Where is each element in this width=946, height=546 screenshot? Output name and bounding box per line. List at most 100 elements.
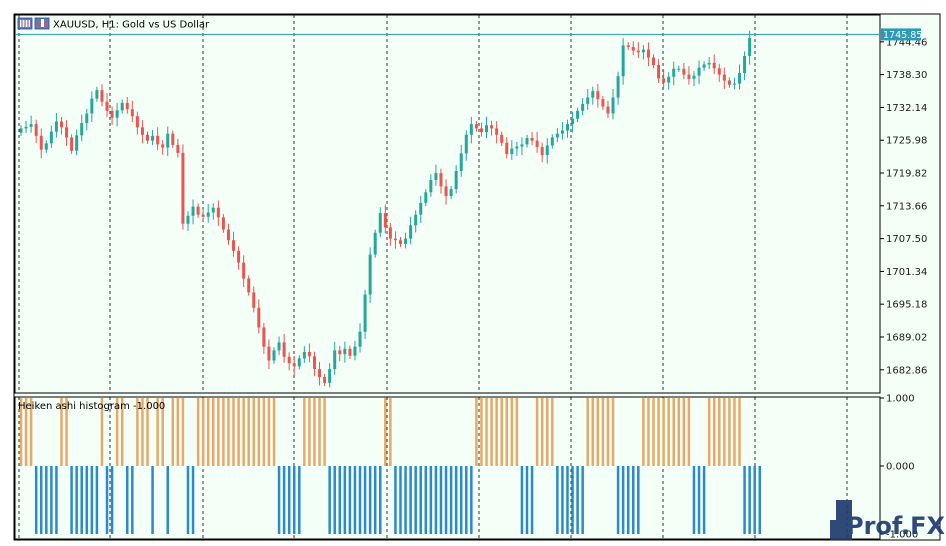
candle-body — [419, 202, 423, 215]
candle-body — [611, 97, 615, 114]
candle-body — [727, 80, 731, 85]
candle-body — [363, 294, 367, 332]
current-price-badge: 1745.85 — [881, 28, 922, 41]
price-axis-label: 1713.66 — [886, 201, 927, 212]
candle-body — [591, 91, 595, 98]
candle-body — [343, 348, 347, 355]
candle-body — [469, 124, 473, 135]
candle-body — [449, 189, 453, 197]
indicator-plot-area[interactable] — [14, 396, 881, 540]
candle-body — [181, 152, 185, 224]
candle-body — [196, 206, 200, 215]
candle-body — [667, 76, 671, 83]
price-axis-label: 1707.50 — [886, 234, 927, 245]
candles — [19, 30, 752, 388]
candle-body — [95, 90, 99, 99]
candle-body — [206, 212, 210, 217]
candle-body — [44, 143, 48, 150]
candle-body — [576, 110, 580, 119]
candle-body — [748, 37, 752, 56]
candle-body — [333, 350, 337, 370]
candle-body — [641, 49, 645, 53]
candle-body — [495, 128, 499, 135]
candle-body — [247, 278, 251, 293]
candle-body — [282, 342, 286, 357]
candle-body — [687, 74, 691, 79]
price-axis-label: 1732.14 — [886, 103, 927, 114]
candle-body — [292, 363, 296, 367]
candle-body — [221, 217, 225, 230]
price-axis-label: 1738.30 — [886, 70, 927, 81]
candle-body — [368, 254, 372, 295]
candle-body — [424, 192, 428, 203]
main-plot-area[interactable] — [14, 14, 881, 394]
candle-body — [505, 142, 509, 154]
candle-body — [59, 121, 63, 128]
candle-body — [393, 238, 397, 241]
candle-body — [146, 134, 149, 141]
indicator-axis-label: 0.000 — [886, 462, 915, 473]
candle-body — [65, 127, 69, 138]
candle-body — [312, 356, 316, 370]
candle-body — [130, 109, 134, 117]
candle-body — [479, 128, 483, 133]
candle-body — [525, 137, 529, 145]
candle-body — [581, 103, 585, 111]
candle-body — [743, 55, 747, 74]
price-axis[interactable]: 1744.46 1738.30 1732.14 1725.98 1719.82 1713.… — [880, 37, 927, 376]
candle-body — [732, 83, 736, 85]
candle-body — [429, 180, 433, 193]
candle-body — [702, 64, 706, 68]
candle-body — [439, 173, 443, 187]
candle-body — [616, 76, 620, 98]
candle-body — [550, 137, 554, 146]
candle-body — [353, 346, 357, 356]
candle-body — [90, 98, 94, 114]
candle-body — [677, 68, 681, 70]
candle-body — [682, 68, 686, 75]
candle-body — [621, 45, 625, 77]
candle-body — [596, 91, 600, 100]
candle-body — [434, 173, 438, 181]
candle-body — [672, 68, 676, 77]
candle-body — [287, 356, 291, 364]
candle-body — [490, 125, 494, 129]
candle-body — [738, 73, 742, 84]
candle-body — [399, 240, 402, 244]
candle-body — [80, 123, 84, 136]
candle-body — [707, 62, 711, 65]
candle-body — [409, 225, 413, 239]
candle-body — [186, 215, 190, 224]
candle-body — [262, 327, 266, 347]
candle-body — [662, 78, 666, 83]
candle-body — [151, 135, 155, 141]
indicator-axis[interactable]: 1.000 0.000 -1.000 — [880, 394, 918, 541]
candle-body — [540, 147, 544, 156]
chart-title: XAUUSD, H1: Gold vs US Dollar — [53, 20, 210, 31]
candle-body — [348, 348, 352, 356]
candle-body — [267, 346, 271, 361]
candle-body — [166, 133, 170, 148]
price-axis-label: 1701.34 — [886, 267, 927, 278]
candle-body — [297, 358, 301, 367]
candle-body — [464, 134, 468, 154]
candle-body — [125, 102, 129, 110]
indicator-axis-label: -1.000 — [886, 530, 918, 541]
candle-body — [555, 133, 559, 138]
candle-body — [277, 342, 281, 351]
histogram-bars — [19, 398, 762, 534]
candle-body — [302, 352, 306, 359]
candle-body — [323, 377, 327, 383]
candle-body — [100, 90, 104, 102]
price-axis-label: 1689.02 — [886, 332, 927, 343]
candle-body — [414, 214, 418, 226]
candle-body — [191, 206, 195, 216]
candle-body — [19, 128, 23, 133]
current-price-value: 1745.85 — [883, 30, 922, 41]
candle-body — [29, 124, 33, 127]
candle-body — [140, 127, 144, 135]
candle-body — [474, 124, 478, 129]
candle-body — [717, 68, 721, 75]
